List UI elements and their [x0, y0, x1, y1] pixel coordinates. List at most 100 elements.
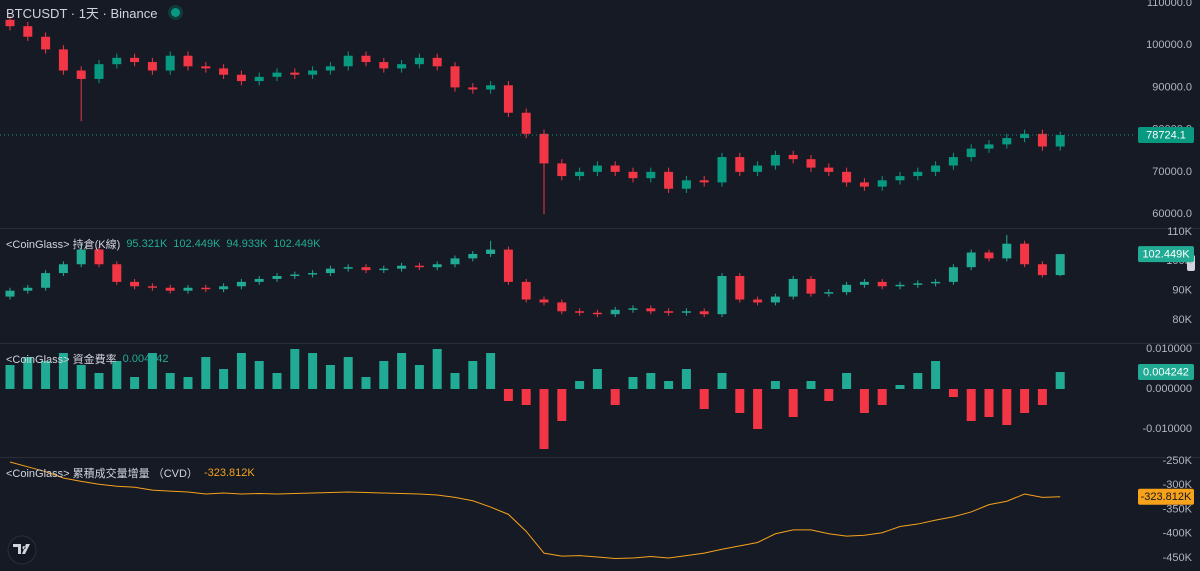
- last-value-tag: [1138, 127, 1194, 144]
- candle-body: [770, 154, 780, 166]
- histogram-bar: [414, 365, 424, 389]
- histogram-bar: [1037, 389, 1047, 405]
- legend-value: 94.933K: [226, 238, 268, 250]
- candle-body: [41, 273, 51, 288]
- y-tick-label: -0.010000: [1142, 423, 1192, 435]
- histogram-bar: [628, 377, 638, 389]
- y-tick-label: -250K: [1163, 455, 1193, 467]
- y-tick-label: 70000.0: [1152, 166, 1192, 178]
- histogram-bar: [94, 373, 104, 389]
- histogram-bar: [165, 373, 175, 389]
- pane-title: <CoinGlass> 累積成交量增量 （CVD）: [6, 468, 198, 480]
- candle-body: [1020, 133, 1030, 139]
- histogram-bar: [966, 389, 976, 421]
- candle-body: [290, 274, 300, 277]
- histogram-bar: [308, 353, 318, 389]
- candle-body: [753, 299, 763, 303]
- candle-body: [610, 309, 620, 315]
- candle-body: [592, 165, 602, 172]
- histogram-bar: [681, 369, 691, 389]
- candle-body: [450, 66, 460, 88]
- candle-body: [877, 281, 887, 287]
- y-tick-label: -350K: [1163, 503, 1193, 515]
- histogram-bar: [219, 369, 229, 389]
- candle-body: [254, 278, 264, 282]
- pane-title: BTCUSDT · 1天 · Binance: [6, 6, 158, 21]
- histogram-bar: [272, 373, 282, 389]
- histogram-bar: [592, 369, 602, 389]
- histogram-bar: [539, 389, 549, 449]
- candle-body: [94, 64, 104, 79]
- candle-body: [432, 264, 442, 268]
- candle-body: [539, 133, 549, 164]
- candle-body: [23, 26, 33, 37]
- histogram-bar: [397, 353, 407, 389]
- y-tick-label: 0.000000: [1146, 383, 1192, 395]
- candle-body: [931, 165, 941, 172]
- candle-body: [806, 159, 816, 168]
- candle-body: [147, 286, 157, 288]
- candle-body: [379, 62, 389, 69]
- histogram-bar: [379, 361, 389, 389]
- legend-value: 102.449K: [173, 238, 221, 250]
- tradingview-logo[interactable]: [7, 535, 37, 565]
- candle-body: [699, 311, 709, 315]
- histogram-bar: [770, 381, 780, 389]
- histogram-bar: [824, 389, 834, 401]
- histogram-bar: [201, 357, 211, 389]
- last-value-tag: [1138, 364, 1194, 381]
- histogram-bar: [236, 353, 246, 389]
- histogram-bar: [699, 389, 709, 409]
- histogram-bar: [130, 377, 140, 389]
- candle-body: [272, 72, 282, 77]
- candle-body: [984, 252, 994, 259]
- candle-body: [201, 66, 211, 69]
- candle-body: [717, 157, 727, 183]
- candle-body: [165, 55, 175, 71]
- candle-body: [76, 70, 86, 79]
- histogram-bar: [76, 365, 86, 389]
- y-tick-label: 110K: [1167, 226, 1193, 238]
- candle-body: [753, 165, 763, 172]
- candle-body: [94, 249, 104, 265]
- candle-body: [486, 249, 496, 254]
- candle-body: [432, 57, 442, 67]
- candle-body: [1037, 133, 1047, 147]
- candle-body: [290, 72, 300, 75]
- candle-body: [824, 167, 834, 172]
- histogram-bar: [1020, 389, 1030, 413]
- candle-body: [1055, 254, 1065, 276]
- histogram-bar: [361, 377, 371, 389]
- last-value-label: 0.004242: [1143, 366, 1189, 378]
- candle-body: [414, 265, 424, 268]
- legend-value: -323.812K: [203, 467, 255, 479]
- candle-body: [325, 66, 335, 71]
- candle-body: [877, 180, 887, 187]
- candle-body: [468, 253, 478, 259]
- candle-body: [931, 281, 941, 284]
- candle-body: [379, 268, 389, 271]
- pane-title: <CoinGlass> 資金費率: [6, 354, 117, 366]
- histogram-bar: [948, 389, 958, 397]
- histogram-bar: [450, 373, 460, 389]
- histogram-bar: [432, 349, 442, 389]
- candle-body: [699, 180, 709, 183]
- candle-body: [414, 57, 424, 65]
- candle-body: [5, 19, 15, 27]
- last-value-label: -323.812K: [1141, 491, 1192, 503]
- legend-value: 102.449K: [273, 238, 321, 250]
- candle-body: [112, 57, 122, 65]
- candle-body: [219, 68, 229, 75]
- histogram-bar: [753, 389, 763, 429]
- candle-body: [130, 281, 140, 287]
- candle-body: [628, 171, 638, 179]
- candle-body: [147, 62, 157, 71]
- candle-body: [895, 284, 905, 287]
- candle-body: [966, 252, 976, 268]
- candle-body: [646, 308, 656, 312]
- histogram-bar: [1002, 389, 1012, 425]
- candle-body: [23, 287, 33, 291]
- candle-body: [610, 165, 620, 172]
- candle-body: [486, 85, 496, 90]
- histogram-bar: [58, 353, 68, 389]
